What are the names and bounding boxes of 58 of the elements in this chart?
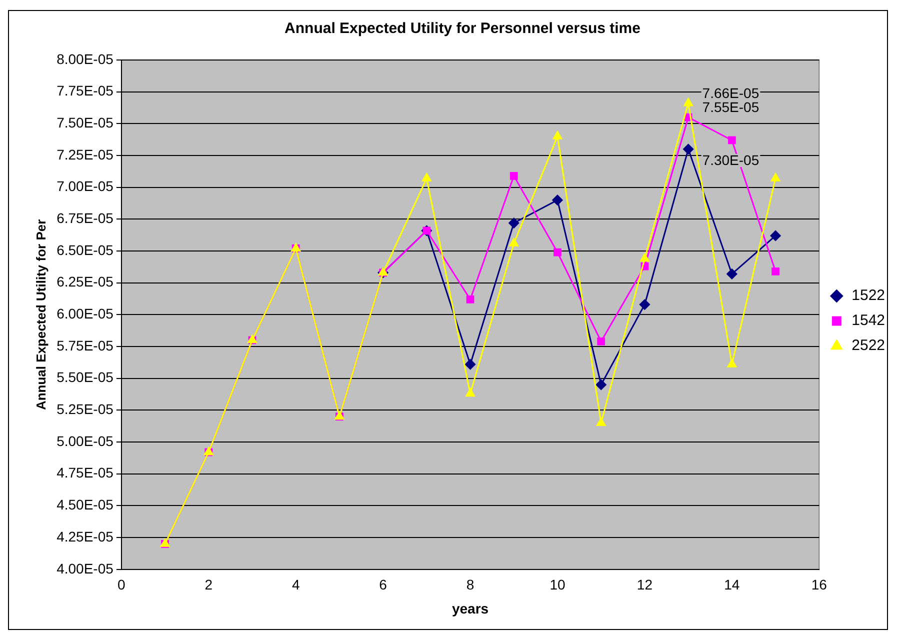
point [639, 299, 650, 310]
y-tick-label: 4.75E-05 [56, 464, 114, 481]
point [684, 98, 693, 106]
point [466, 295, 474, 304]
point [640, 253, 650, 262]
y-tick-label: 7.00E-05 [56, 178, 114, 194]
x-tick-label: 6 [379, 576, 388, 593]
y-tick-label: 4.25E-05 [56, 528, 114, 544]
point [596, 379, 606, 390]
x-axis-title: years [452, 600, 489, 616]
data-label: 7.30E-05 [702, 152, 760, 168]
point [465, 359, 476, 370]
y-tick-label: 4.50E-05 [56, 496, 114, 513]
x-tick-label: 2 [204, 576, 213, 593]
point [466, 388, 475, 397]
x-tick-label: 16 [811, 576, 828, 593]
y-tick-label: 8.00E-05 [56, 50, 114, 67]
y-tick-label: 6.00E-05 [56, 306, 114, 322]
y-axis-title: Annual Expected Utility for Per [33, 219, 48, 410]
x-tick-label: 4 [292, 576, 300, 593]
y-tick-label: 7.75E-05 [56, 82, 114, 99]
point [770, 173, 780, 182]
x-tick-label: 10 [550, 576, 566, 593]
y-tick-label: 5.50E-05 [56, 369, 114, 386]
point [597, 338, 606, 346]
y-tick-label: 7.50E-05 [56, 114, 114, 131]
y-tick-label: 5.25E-05 [56, 401, 114, 418]
data-label: 7.66E-05 [702, 85, 760, 102]
legend-label: 1542 [852, 312, 886, 330]
y-tick-label: 6.50E-05 [56, 242, 114, 258]
point [772, 267, 780, 276]
point [510, 172, 518, 180]
point [727, 359, 737, 368]
point [422, 173, 432, 182]
y-tick-label: 5.75E-05 [56, 337, 114, 354]
y-tick-label: 6.25E-05 [56, 274, 114, 290]
point [728, 136, 736, 144]
data-label: 7.55E-05 [702, 99, 760, 116]
point [770, 230, 781, 241]
y-tick-label: 5.00E-05 [56, 432, 114, 449]
y-tick-label: 4.00E-05 [56, 560, 114, 576]
chart-title: Annual Expected Utility for Personnel versus time [284, 20, 640, 38]
point [683, 144, 694, 154]
point [552, 131, 562, 140]
x-tick-label: 8 [466, 576, 474, 593]
point [726, 268, 738, 280]
y-tick-label: 6.75E-05 [56, 210, 114, 226]
x-tick-label: 12 [636, 576, 653, 593]
x-tick-label: 0 [118, 576, 126, 593]
legend-label: 2522 [852, 337, 886, 354]
point [552, 194, 563, 206]
legend-label: 1522 [852, 287, 886, 304]
point [596, 418, 606, 426]
x-tick-label: 14 [724, 576, 740, 593]
y-tick-label: 7.25E-05 [56, 146, 114, 162]
point [509, 238, 519, 246]
point [554, 248, 562, 256]
point [508, 218, 520, 228]
